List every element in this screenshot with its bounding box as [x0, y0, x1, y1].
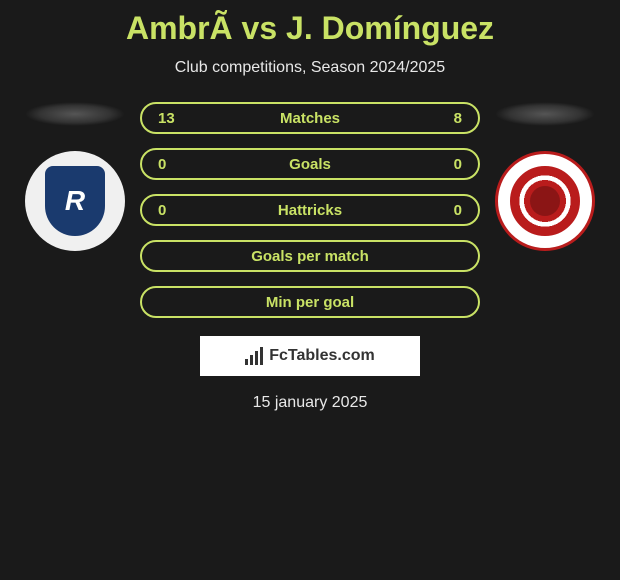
- main-comparison-area: R 13 Matches 8 0 Goals 0 0 Hattricks 0: [0, 102, 620, 318]
- player-left-silhouette: [25, 102, 125, 126]
- stat-left-value: 0: [158, 156, 166, 173]
- stat-row-goals: 0 Goals 0: [140, 148, 480, 180]
- club-shield-left: R: [45, 166, 105, 236]
- stat-label: Matches: [280, 110, 340, 127]
- stats-column: 13 Matches 8 0 Goals 0 0 Hattricks 0 Goa…: [140, 102, 480, 318]
- stat-left-value: 0: [158, 202, 166, 219]
- comparison-card: AmbrÃ vs J. Domínguez Club competitions,…: [0, 0, 620, 412]
- chart-icon: [245, 347, 263, 365]
- stat-row-matches: 13 Matches 8: [140, 102, 480, 134]
- club-dot-right: [530, 186, 560, 216]
- stat-label: Hattricks: [278, 202, 342, 219]
- player-left-column: R: [25, 102, 125, 251]
- player-right-column: [495, 102, 595, 251]
- club-badge-right: [495, 151, 595, 251]
- stat-right-value: 8: [454, 110, 462, 127]
- page-title: AmbrÃ vs J. Domínguez: [0, 10, 620, 47]
- stat-label: Goals per match: [251, 248, 369, 265]
- club-inner-right: [510, 166, 580, 236]
- stat-row-min-per-goal: Min per goal: [140, 286, 480, 318]
- stat-row-hattricks: 0 Hattricks 0: [140, 194, 480, 226]
- date-label: 15 january 2025: [0, 394, 620, 412]
- watermark-text: FcTables.com: [269, 347, 375, 365]
- player-right-silhouette: [495, 102, 595, 126]
- stat-label: Goals: [289, 156, 331, 173]
- stat-right-value: 0: [454, 156, 462, 173]
- stat-label: Min per goal: [266, 294, 354, 311]
- stat-row-goals-per-match: Goals per match: [140, 240, 480, 272]
- stat-right-value: 0: [454, 202, 462, 219]
- stat-left-value: 13: [158, 110, 175, 127]
- club-badge-left: R: [25, 151, 125, 251]
- club-initial-left: R: [65, 185, 85, 217]
- season-subtitle: Club competitions, Season 2024/2025: [0, 59, 620, 77]
- watermark-banner: FcTables.com: [200, 336, 420, 376]
